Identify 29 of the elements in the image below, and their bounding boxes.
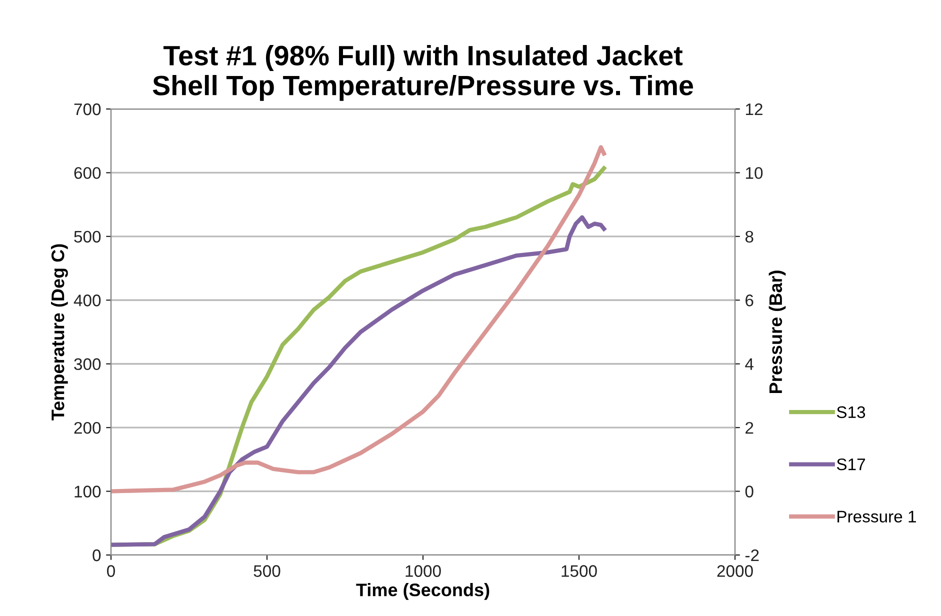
y2-axis-title: Pressure (Bar) [768, 270, 786, 394]
x-tick-label: 1000 [406, 565, 441, 577]
y2-tick-label: 2 [746, 422, 754, 434]
y-tick-label: 100 [74, 486, 101, 498]
x-tick-label: 0 [107, 565, 115, 577]
y-axis-title: Temperature (Deg C) [51, 244, 68, 420]
x-tick-label: 2000 [717, 565, 753, 577]
legend-label: Pressure 1 [838, 510, 916, 522]
y2-tick-label: 0 [745, 486, 754, 498]
y-tick-label: 600 [74, 167, 101, 179]
legend-label: S17 [836, 458, 865, 470]
y-tick-label: 700 [74, 103, 101, 116]
y2-tick-label: 10 [746, 167, 763, 179]
line-series [111, 145, 606, 494]
x-axis-title: Time (Seconds) [356, 583, 490, 600]
x-tick-label: 1500 [562, 565, 597, 577]
x-tick-label: 500 [254, 565, 280, 577]
y2-tick-label: 4 [745, 358, 754, 370]
y-tick-label: 200 [74, 422, 101, 434]
y-tick-label: 500 [74, 230, 101, 243]
y-tick-label: 0 [92, 549, 101, 562]
chart-title: Test #1 (98% Full) with Insulated Jacket Shell Top Temperature/Pressure vs. Time [152, 45, 694, 101]
y2-tick-label: 8 [745, 230, 754, 243]
legend-label: S13 [836, 406, 866, 418]
y2-tick-label: -2 [745, 549, 759, 562]
y2-tick-label: 6 [746, 294, 754, 306]
y-tick-label: 400 [74, 294, 101, 306]
y2-tick-label: 12 [746, 103, 762, 116]
y-tick-label: 300 [74, 358, 101, 370]
